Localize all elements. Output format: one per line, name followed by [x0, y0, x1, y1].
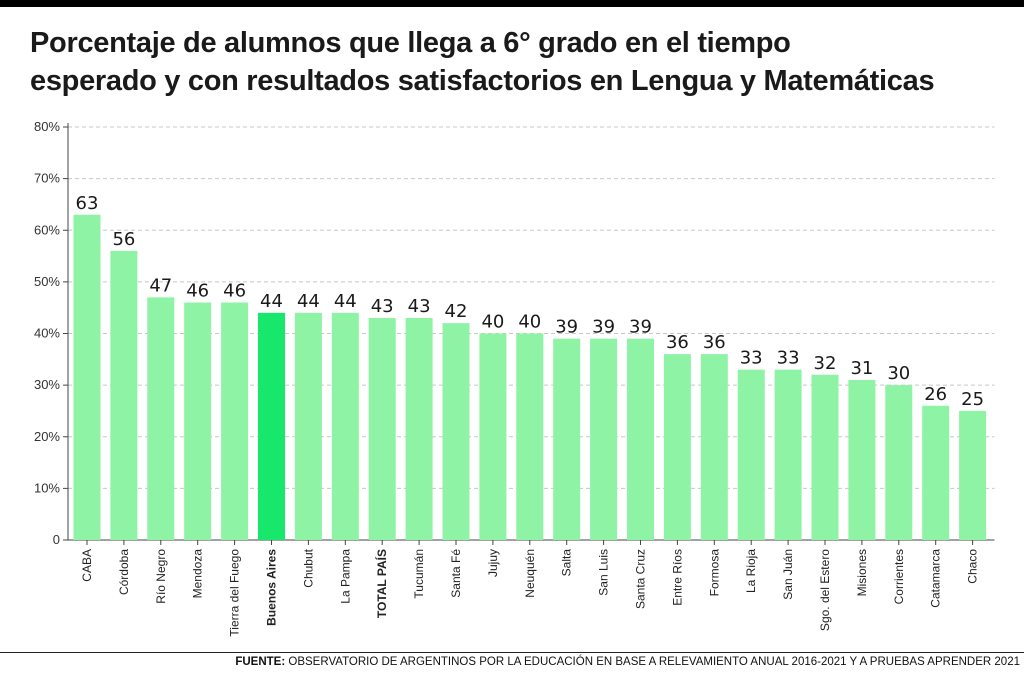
category-label: Catamarca: [929, 549, 943, 608]
category-label: Jujuy: [486, 549, 500, 577]
category-label: Tucumán: [412, 549, 426, 599]
value-label: 36: [666, 332, 689, 353]
category-label: Corrientes: [892, 549, 906, 604]
category-label: Río Negro: [154, 549, 168, 604]
bar: [405, 318, 433, 540]
value-label: 30: [887, 363, 910, 384]
y-tick-label: 30%: [34, 377, 60, 392]
top-border: [0, 0, 1024, 7]
bar: [848, 379, 876, 540]
bar: [147, 297, 175, 540]
y-tick-label: 50%: [34, 274, 60, 289]
chart-title: Porcentaje de alumnos que llega a 6° gra…: [30, 24, 1020, 100]
bar: [737, 369, 765, 540]
value-label: 39: [592, 317, 615, 338]
value-label: 44: [260, 291, 283, 312]
category-label: Mendoza: [191, 549, 205, 599]
y-tick-label: 70%: [34, 171, 60, 186]
y-tick-label: 20%: [34, 429, 60, 444]
value-label: 40: [518, 312, 541, 333]
value-label: 43: [408, 296, 431, 317]
category-label: La Rioja: [744, 549, 758, 593]
bar: [331, 312, 359, 540]
bar: [959, 410, 987, 540]
value-label: 43: [371, 296, 394, 317]
bar: [110, 250, 138, 540]
bar: [553, 338, 581, 540]
category-label: Buenos Aires: [265, 549, 279, 626]
category-label: TOTAL PAÍS: [374, 549, 389, 618]
title-line-1: Porcentaje de alumnos que llega a 6° gra…: [30, 27, 791, 59]
category-label: Santa Cruz: [634, 549, 648, 609]
category-label: Formosa: [707, 549, 721, 597]
bar: [774, 369, 802, 540]
bar: [663, 354, 691, 540]
source-text: OBSERVATORIO DE ARGENTINOS POR LA EDUCAC…: [288, 656, 1020, 668]
value-label: 26: [924, 384, 947, 405]
value-label: 31: [850, 358, 873, 379]
value-label: 39: [629, 317, 652, 338]
category-label: Chubut: [301, 548, 315, 587]
footer-divider: [0, 652, 1024, 653]
bar: [258, 312, 285, 540]
category-label: San Luis: [597, 549, 611, 596]
value-label: 56: [112, 229, 135, 250]
value-label: 36: [703, 332, 726, 353]
bar: [73, 214, 101, 540]
value-label: 63: [76, 193, 99, 214]
value-label: 40: [481, 312, 504, 333]
y-tick-label: 0: [53, 532, 60, 547]
value-label: 33: [740, 348, 763, 369]
value-label: 32: [814, 353, 837, 374]
y-tick-label: 40%: [34, 326, 60, 341]
category-label: La Pampa: [338, 549, 352, 604]
bar: [885, 385, 913, 540]
category-label: Salta: [560, 549, 574, 577]
y-tick-label: 10%: [34, 480, 60, 495]
bar: [627, 338, 654, 540]
category-label: Córdoba: [117, 549, 131, 595]
category-label: Neuquén: [523, 549, 537, 598]
bar: [922, 405, 950, 540]
bar: [479, 333, 507, 540]
title-line-2: esperado y con resultados satisfactorios…: [30, 65, 935, 97]
value-label: 33: [777, 348, 800, 369]
category-label: Chaco: [966, 549, 980, 584]
y-tick-label: 80%: [34, 119, 60, 134]
value-label: 42: [445, 301, 468, 322]
category-label: Entre Ríos: [670, 549, 684, 606]
category-label: Misiones: [855, 549, 869, 596]
y-tick-label: 60%: [34, 222, 60, 237]
source-label: FUENTE:: [235, 656, 286, 668]
value-label: 47: [149, 275, 172, 296]
category-label: San Juán: [781, 549, 795, 600]
value-label: 46: [186, 281, 209, 302]
category-label: CABA: [80, 549, 94, 582]
source-note: FUENTE: OBSERVATORIO DE ARGENTINOS POR L…: [235, 656, 1020, 668]
value-label: 39: [555, 317, 578, 338]
bar: [368, 318, 396, 540]
value-label: 44: [334, 291, 357, 312]
value-label: 25: [961, 389, 984, 410]
bar: [221, 302, 249, 540]
bar-chart: 0 10% 20% 30% 40% 50% 60% 70% 80% 63 CABA 56 Córdoba…: [34, 119, 995, 637]
bar: [184, 302, 212, 540]
bar: [442, 323, 470, 540]
bar: [811, 374, 839, 540]
category-label: Santa Fé: [449, 549, 463, 598]
category-label: Tierra del Fuego: [228, 549, 242, 637]
bar: [700, 354, 728, 540]
bar: [590, 338, 618, 540]
bar: [294, 312, 322, 540]
value-label: 44: [297, 291, 320, 312]
value-label: 46: [223, 281, 246, 302]
bar: [516, 333, 544, 540]
category-label: Sgo. del Estero: [818, 549, 832, 631]
